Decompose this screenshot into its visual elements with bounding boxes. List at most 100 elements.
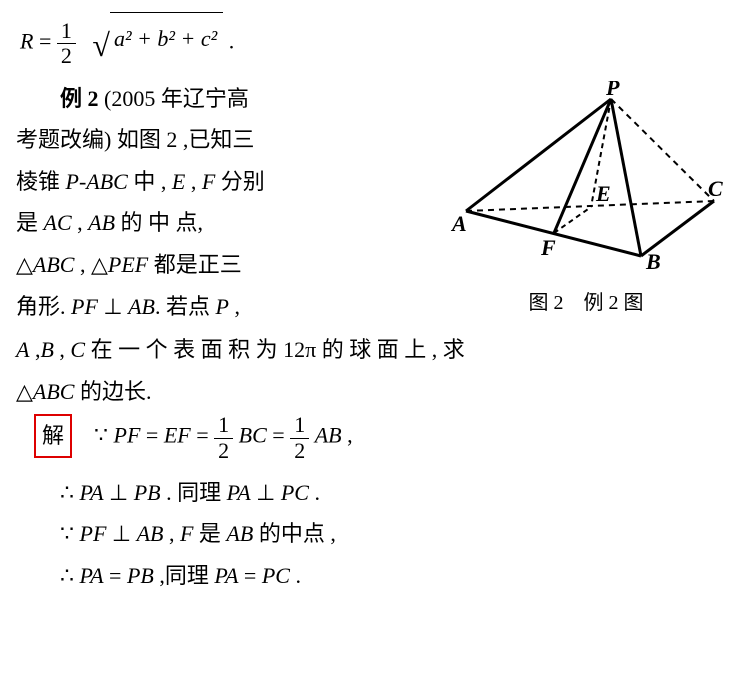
solution-box: 解	[34, 414, 72, 458]
eq: =	[39, 28, 57, 53]
den: 2	[214, 439, 233, 463]
AB: AB	[137, 521, 164, 546]
sol-l3: ∵ PF ⊥ AB , F 是 AB 的中点 ,	[16, 514, 731, 554]
A: A	[16, 337, 29, 362]
t: . 同理	[166, 480, 227, 505]
t: ,	[72, 210, 89, 235]
eq: =	[272, 423, 290, 448]
problem-row: 例 2 (2005 年辽宁高 考题改编) 如图 2 ,已知三 棱锥 P-ABC …	[16, 77, 731, 329]
sol-l1: 解 ∵ PF = EF = 1 2 BC = 1 2 AB ,	[16, 413, 731, 462]
because-sym: ∵	[60, 521, 80, 546]
prob-l4: 是 AC , AB 的 中 点,	[16, 203, 441, 243]
t: 棱锥	[16, 169, 66, 194]
AB: AB	[128, 294, 155, 319]
t: ,	[169, 521, 180, 546]
sol-l4: ∴ PA = PB ,同理 PA = PC .	[16, 556, 731, 596]
prob-l6: 角形. PF ⊥ AB. 若点 P ,	[16, 287, 441, 327]
prob-full1: A ,B , C 在 一 个 表 面 积 为 12π 的 球 面 上 , 求	[16, 330, 731, 370]
tri: , △	[74, 252, 107, 277]
R-var: R	[20, 28, 33, 53]
PA: PA	[214, 563, 238, 588]
F: F	[180, 521, 193, 546]
prob-l3: 棱锥 P-ABC 中 , E , F 分别	[16, 162, 441, 202]
t: 是	[16, 210, 44, 235]
frac1: 1 2	[214, 413, 233, 462]
comma: ,	[347, 423, 353, 448]
EF: EF	[164, 423, 191, 448]
P: P	[215, 294, 228, 319]
sol-l2: ∴ PA ⊥ PB . 同理 PA ⊥ PC .	[16, 473, 731, 513]
PB: PB	[134, 480, 161, 505]
label-C: C	[708, 176, 723, 201]
pabc: P-ABC	[66, 169, 128, 194]
label-E: E	[595, 181, 611, 206]
PC: PC	[262, 563, 290, 588]
figure-caption: 图 2 例 2 图	[441, 285, 731, 321]
frac-den: 2	[57, 44, 76, 68]
num: 1	[290, 413, 309, 438]
label-P: P	[605, 81, 620, 100]
AB: AB	[226, 521, 253, 546]
prob-l2: 考题改编) 如图 2 ,已知三	[16, 120, 441, 160]
E: E	[172, 169, 185, 194]
PA: PA	[80, 480, 104, 505]
t: ,	[54, 337, 71, 362]
formula-R: R = 1 2 √a² + b² + c² .	[16, 12, 731, 75]
t: 都是正三	[148, 252, 242, 277]
t: ,同理	[159, 563, 214, 588]
t: 角形.	[16, 294, 71, 319]
t: 的边长.	[74, 379, 151, 404]
figure-column: P A B C E F 图 2 例 2 图	[441, 81, 731, 322]
sqrt: √a² + b² + c²	[92, 12, 223, 75]
example-label: 例 2	[60, 86, 99, 111]
t: ,	[229, 294, 240, 319]
perp: ⊥	[109, 480, 128, 505]
because-sym: ∵	[94, 423, 114, 448]
therefore-sym: ∴	[60, 563, 80, 588]
frac-num: 1	[57, 19, 76, 44]
BC: BC	[239, 423, 267, 448]
t: ,	[185, 169, 202, 194]
label-A: A	[450, 211, 467, 236]
perp: ⊥	[112, 521, 131, 546]
t: 是	[199, 521, 227, 546]
F: F	[202, 169, 215, 194]
tri: △	[16, 379, 33, 404]
PB: PB	[127, 563, 154, 588]
t: ,	[29, 337, 40, 362]
PF: PF	[71, 294, 98, 319]
PC: PC	[281, 480, 309, 505]
t: 的中点 ,	[259, 521, 336, 546]
eq: =	[109, 563, 127, 588]
t: 中 ,	[128, 169, 172, 194]
AB: AB	[88, 210, 115, 235]
dot: .	[295, 563, 301, 588]
period: .	[229, 28, 235, 53]
eq: =	[146, 423, 164, 448]
prob-l5: △ABC , △PEF 都是正三	[16, 245, 441, 285]
eq: =	[244, 563, 262, 588]
prob-full2: △ABC 的边长.	[16, 372, 731, 412]
label-F: F	[540, 235, 556, 260]
figure-svg: P A B C E F	[446, 81, 726, 271]
t: . 若点	[155, 294, 216, 319]
C: C	[70, 337, 85, 362]
source: (2005 年辽宁高	[99, 86, 249, 111]
eq: =	[196, 423, 214, 448]
therefore-sym: ∴	[60, 480, 80, 505]
t: 在 一 个 表 面 积 为 12π 的 球 面 上 , 求	[85, 337, 465, 362]
B: B	[40, 337, 53, 362]
PEF: PEF	[108, 252, 148, 277]
label-B: B	[645, 249, 661, 271]
PA: PA	[80, 563, 104, 588]
den: 2	[290, 439, 309, 463]
radicand: a² + b² + c²	[110, 12, 223, 61]
PF: PF	[80, 521, 107, 546]
prob-l1: 例 2 (2005 年辽宁高	[16, 79, 441, 119]
radical-sign: √	[92, 27, 110, 63]
PA: PA	[227, 480, 251, 505]
num: 1	[214, 413, 233, 438]
ABC: ABC	[33, 252, 75, 277]
frac2: 1 2	[290, 413, 309, 462]
AC: AC	[44, 210, 72, 235]
